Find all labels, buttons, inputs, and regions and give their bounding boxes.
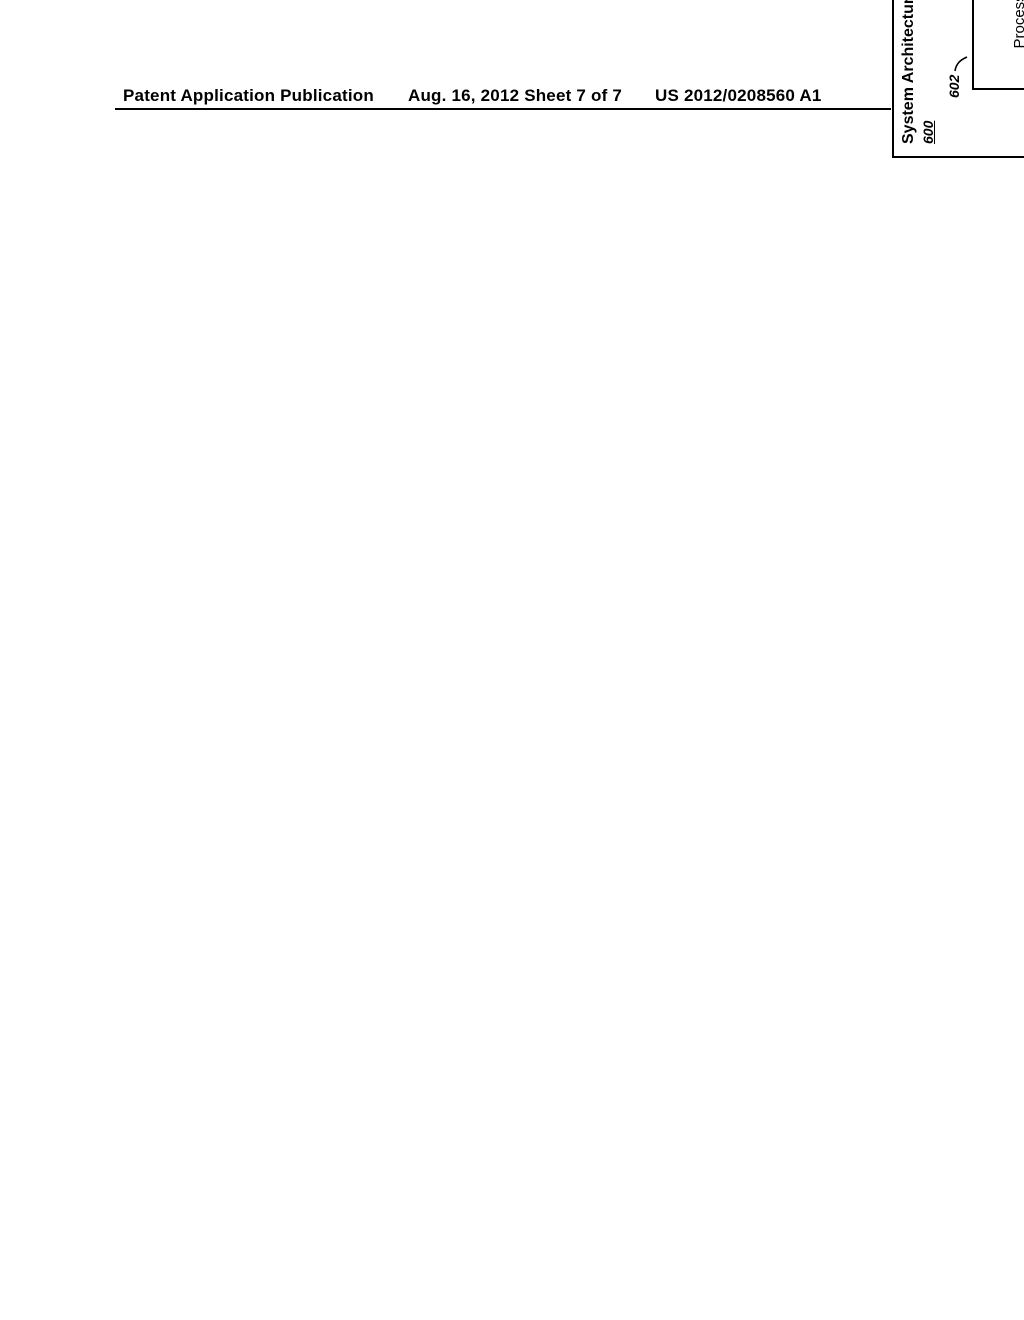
figure-6-canvas: System Architecture 600 Processor(s) 602… [892,0,1024,158]
header-right: US 2012/0208560 A1 [655,86,822,106]
tick-602 [954,54,968,72]
figure-6: System Architecture 600 Processor(s) 602… [892,158,1024,918]
header-rule [115,108,891,110]
system-architecture-title: System Architecture [900,0,918,144]
header-left: Patent Application Publication [123,86,374,106]
system-architecture-ref: 600 [920,121,936,144]
processor-label: Processor(s) [1011,0,1024,49]
patent-page: Patent Application Publication Aug. 16, … [0,0,1024,1320]
ref-602: 602 [946,75,962,98]
system-architecture-box: System Architecture 600 Processor(s) 602… [892,0,1024,158]
processor-block: Processor(s) [972,0,1024,90]
header-center: Aug. 16, 2012 Sheet 7 of 7 [408,86,622,106]
